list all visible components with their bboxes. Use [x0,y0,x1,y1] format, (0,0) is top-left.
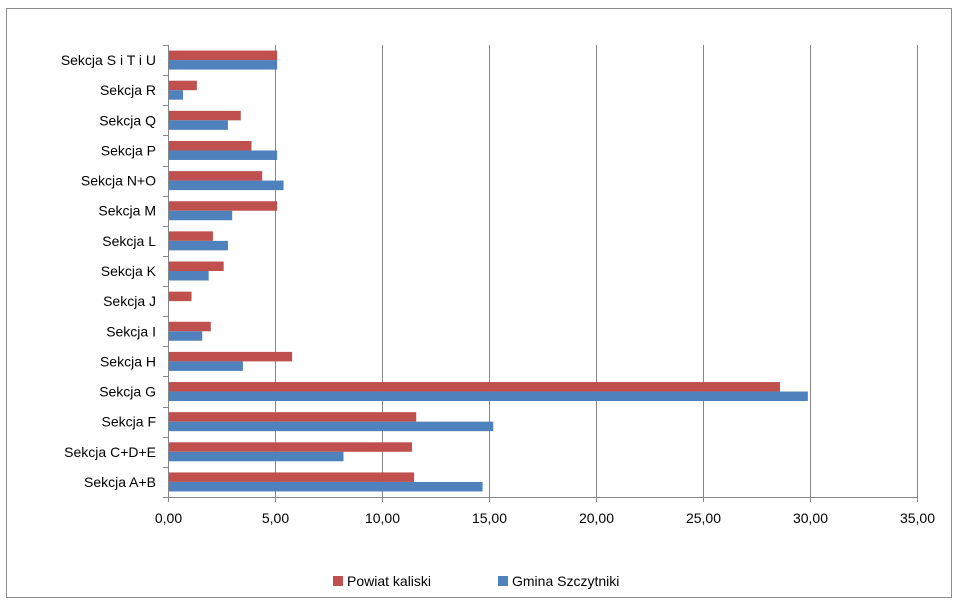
legend: Powiat kaliski Gmina Szczytniki [333,573,619,589]
grid-lines [275,45,918,497]
axes [163,45,918,502]
x-tick-label: 25,00 [686,510,721,526]
category-labels: Sekcja A+B Sekcja C+D+E Sekcja F Sekcja G Se… [61,52,157,490]
x-tick-label: 35,00 [900,510,935,526]
bar-gmina-szczytniki [168,180,284,191]
category-label: Sekcja L [102,233,156,249]
category-label: Sekcja M [98,203,156,219]
legend-swatch-powiat-kaliski [333,576,343,586]
bar-powiat-kaliski [168,231,213,241]
bar-gmina-szczytniki [168,240,228,251]
x-tick-label: 15,00 [472,510,507,526]
x-tick-label: 10,00 [365,510,400,526]
category-label: Sekcja K [101,263,157,279]
bars [168,50,808,492]
x-tick-label: 0,00 [155,510,182,526]
category-label: Sekcja H [100,353,156,369]
bar-powiat-kaliski [168,442,412,452]
bar-powiat-kaliski [168,412,417,422]
category-label: Sekcja A+B [84,474,156,490]
category-label: Sekcja G [99,384,156,400]
x-tick-label: 30,00 [793,510,828,526]
bar-gmina-szczytniki [168,421,494,432]
bar-powiat-kaliski [168,171,263,181]
bar-powiat-kaliski [168,321,211,332]
x-tick-label: 20,00 [579,510,614,526]
bar-powiat-kaliski [168,110,241,121]
bar-gmina-szczytniki [168,331,203,341]
bar-powiat-kaliski [168,382,781,392]
category-label: Sekcja R [100,82,156,98]
category-label: Sekcja N+O [81,173,156,189]
bar-powiat-kaliski [168,291,192,302]
category-label: Sekcja P [101,142,156,158]
bar-gmina-szczytniki [168,150,278,160]
x-tick-label: 5,00 [262,510,289,526]
bar-gmina-szczytniki [168,60,278,70]
x-tick-labels: 0,00 5,00 10,00 15,00 20,00 25,00 30,00 35,00 [155,510,935,526]
bar-powiat-kaliski [168,80,197,91]
bar-powiat-kaliski [168,351,293,362]
category-label: Sekcja I [106,323,156,339]
bar-gmina-szczytniki [168,210,233,221]
category-label: Sekcja S i T i U [61,52,156,68]
bar-gmina-szczytniki [168,271,209,281]
bar-powiat-kaliski [168,140,252,151]
category-label: Sekcja Q [99,112,156,128]
category-label: Sekcja F [102,414,156,430]
legend-swatch-gmina-szczytniki [498,576,508,586]
bar-powiat-kaliski [168,201,278,211]
legend-label-powiat-kaliski: Powiat kaliski [347,573,431,589]
bar-gmina-szczytniki [168,120,228,130]
bar-gmina-szczytniki [168,481,483,492]
bar-gmina-szczytniki [168,451,344,462]
category-label: Sekcja J [103,293,156,309]
bar-powiat-kaliski [168,472,415,482]
bar-powiat-kaliski [168,261,224,271]
bar-chart: Sekcja A+B Sekcja C+D+E Sekcja F Sekcja G Se… [61,45,935,589]
bar-gmina-szczytniki [168,391,808,402]
bar-gmina-szczytniki [168,361,243,371]
chart-frame: Sekcja A+B Sekcja C+D+E Sekcja F Sekcja G Se… [6,8,952,598]
category-label: Sekcja C+D+E [64,444,156,460]
bar-gmina-szczytniki [168,90,183,100]
legend-label-gmina-szczytniki: Gmina Szczytniki [512,573,619,589]
bar-powiat-kaliski [168,50,278,61]
